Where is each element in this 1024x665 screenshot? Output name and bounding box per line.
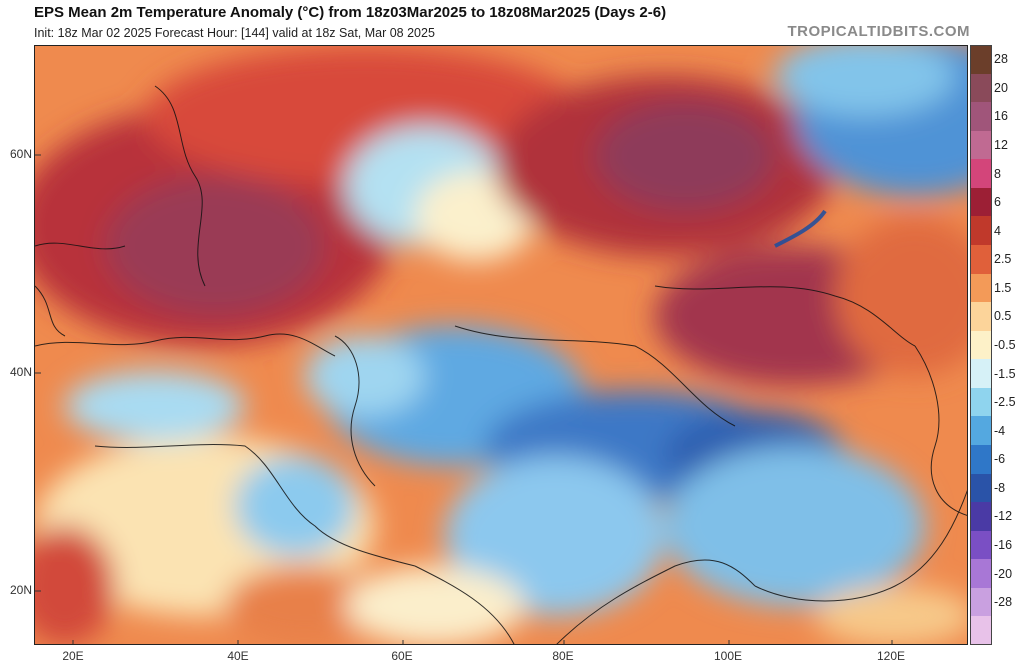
colorbar-label: 6 <box>994 195 1001 210</box>
colorbar-label: -2.5 <box>994 395 1016 410</box>
colorbar-segment <box>970 445 992 475</box>
colorbar-label: 0.5 <box>994 309 1012 324</box>
colorbar-segment <box>970 245 992 275</box>
colorbar-label: -1.5 <box>994 366 1016 381</box>
region-anatolia-cool <box>65 371 245 441</box>
colorbar-label: -28 <box>994 595 1013 610</box>
arabian-coast <box>94 444 416 567</box>
colorbar-label: 12 <box>994 138 1008 152</box>
colorbar-segment <box>970 587 992 617</box>
lat-label-60n: 60N <box>9 147 32 161</box>
black-sea-coast <box>35 333 336 357</box>
anomaly-map-canvas <box>35 46 967 644</box>
mongolia-border <box>654 285 916 347</box>
brand-label[interactable]: TROPICALTIDBITS.COM <box>787 23 970 40</box>
baltic-coast <box>35 242 126 250</box>
colorbar-segment <box>970 45 992 75</box>
colorbar-label: -16 <box>994 538 1013 552</box>
colorbar-segment <box>970 359 992 389</box>
graticule-ticks <box>35 154 893 644</box>
bay-of-bengal-coast <box>556 559 756 644</box>
anomaly-field <box>35 46 967 644</box>
region-arabia-warm <box>225 566 385 644</box>
region-caspian-cool <box>305 336 425 416</box>
colorbar-label: -20 <box>994 566 1013 581</box>
lon-label-40e: 40E <box>227 649 249 663</box>
colorbar-segment <box>970 273 992 303</box>
lake-baikal <box>774 209 827 248</box>
balkan-coast <box>35 285 66 337</box>
colorbar-label: -8 <box>994 480 1006 495</box>
colorbar-segment <box>970 387 992 417</box>
lon-label-100e: 100E <box>713 649 743 663</box>
colorbar-label: -4 <box>994 423 1006 438</box>
colorbar-segment <box>970 102 992 132</box>
colorbar-label: 28 <box>994 52 1008 67</box>
china-south-coast <box>754 490 967 602</box>
anomaly-map <box>34 45 968 645</box>
caspian-coast <box>334 335 376 487</box>
coastlines <box>35 85 967 644</box>
colorbar-segment <box>970 502 992 532</box>
colorbar-segment <box>970 616 992 646</box>
central-asia-border <box>454 325 736 427</box>
colorbar-segment <box>970 416 992 446</box>
china-east-coast <box>914 345 967 516</box>
colorbar-segment <box>970 530 992 560</box>
colorbar-label: 1.5 <box>994 280 1012 295</box>
region-india-cool <box>445 456 665 616</box>
colorbar-segment <box>970 473 992 503</box>
lon-label-20e: 20E <box>62 649 84 663</box>
region-manchuria-warm <box>835 216 967 376</box>
colorbar <box>970 45 992 646</box>
region-china-cool <box>665 446 925 606</box>
map-title: EPS Mean 2m Temperature Anomaly (°C) fro… <box>34 4 667 21</box>
region-siberia-core <box>595 101 775 211</box>
lon-label-120e: 120E <box>876 649 906 663</box>
lat-label-40n: 40N <box>9 365 32 379</box>
eastern-europe-border <box>154 85 206 287</box>
india-west-coast <box>414 565 515 644</box>
colorbar-segment <box>970 130 992 160</box>
colorbar-label: 16 <box>994 109 1008 124</box>
colorbar-label: -0.5 <box>994 338 1016 352</box>
region-sahara-warm <box>35 526 115 644</box>
colorbar-segment <box>970 330 992 360</box>
colorbar-label: 8 <box>994 166 1001 181</box>
map-subtitle: Init: 18z Mar 02 2025 Forecast Hour: [14… <box>34 26 435 40</box>
colorbar-segment <box>970 73 992 103</box>
lon-label-60e: 60E <box>391 649 413 663</box>
region-sea-neutral <box>345 566 525 644</box>
colorbar-segment <box>970 302 992 332</box>
region-far-east-light <box>775 46 955 116</box>
colorbar-segment <box>970 187 992 217</box>
lon-label-80e: 80E <box>552 649 574 663</box>
colorbar-segment <box>970 559 992 589</box>
region-iran-cool <box>235 456 355 556</box>
colorbar-segment <box>970 159 992 189</box>
colorbar-label: 4 <box>994 223 1001 238</box>
colorbar-label: 2.5 <box>994 252 1012 267</box>
region-european-russia-core <box>105 176 325 316</box>
lat-label-20n: 20N <box>9 583 32 597</box>
colorbar-segment <box>970 216 992 246</box>
colorbar-label: -6 <box>994 452 1006 467</box>
region-south-china-sea <box>815 586 967 644</box>
colorbar-label: 20 <box>994 80 1008 95</box>
colorbar-label: -12 <box>994 509 1013 524</box>
